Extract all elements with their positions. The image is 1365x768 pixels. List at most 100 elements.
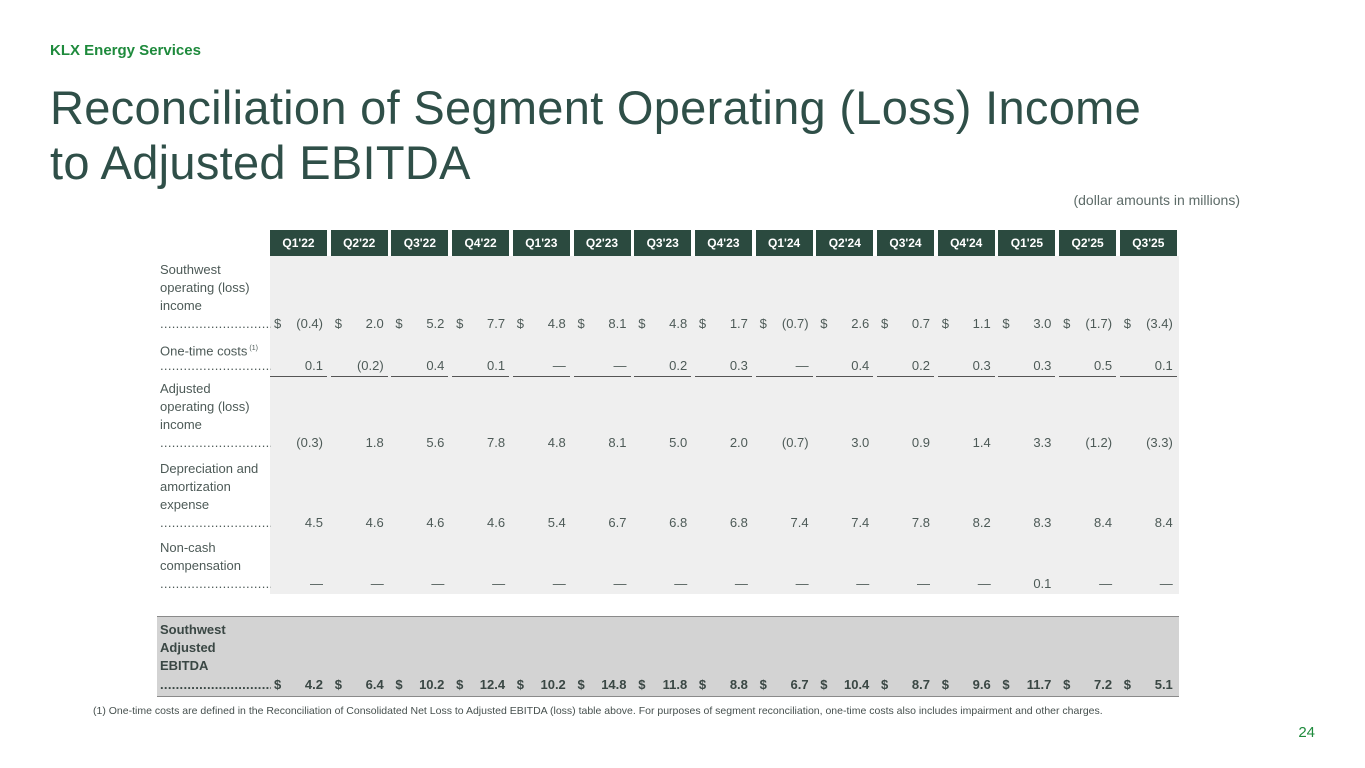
table-cell: 4.6	[426, 515, 445, 530]
dollar-sign: $	[516, 677, 525, 692]
column-header: Q2'22	[330, 230, 388, 256]
table-cell: 0.1	[304, 358, 323, 373]
dollar-sign: $	[820, 316, 828, 331]
table-cell: —	[552, 576, 566, 591]
label-line: Non-cash	[160, 540, 216, 555]
table-cell: 10.2	[540, 677, 566, 692]
table-cell: 4.8	[547, 435, 566, 450]
table-cell: 10.2	[419, 677, 445, 692]
table-cell: —	[795, 576, 809, 591]
dollar-sign: $	[941, 316, 949, 331]
table-cell: 0.3	[1033, 358, 1052, 373]
footnote-marker: (1)	[247, 345, 258, 352]
table-cell: 0.3	[972, 358, 991, 373]
table-cell: (0.7)	[781, 316, 809, 331]
title-line-1: Reconciliation of Segment Operating (Los…	[50, 81, 1142, 134]
dollar-sign: $	[274, 677, 282, 692]
table-cell: 1.8	[365, 435, 384, 450]
dollar-sign: $	[456, 677, 464, 692]
table-cell: 6.8	[729, 515, 748, 530]
title-line-2: to Adjusted EBITDA	[50, 136, 471, 189]
table-cell: 5.6	[426, 435, 445, 450]
table-cell: (0.7)	[781, 435, 809, 450]
label-line: Depreciation and	[160, 461, 259, 476]
total-row-label: Southwest Adjusted EBITDA	[160, 621, 226, 675]
table-cell: 3.3	[1033, 435, 1052, 450]
table-body-background	[270, 256, 1179, 594]
label-line: Southwest	[160, 262, 221, 277]
label-line: income	[160, 298, 202, 313]
cell-underline	[816, 376, 874, 377]
units-note: (dollar amounts in millions)	[1073, 192, 1240, 208]
table-cell: 4.5	[304, 515, 323, 530]
table-cell: —	[613, 358, 627, 373]
table-cell: 0.4	[426, 358, 445, 373]
dollar-sign: $	[820, 677, 828, 692]
table-cell: 5.1	[1154, 677, 1173, 692]
column-header: Q3'22	[391, 230, 449, 256]
table-cell: 8.4	[1154, 515, 1173, 530]
table-cell: —	[1159, 576, 1173, 591]
table-cell: 4.8	[669, 316, 688, 331]
table-cell: 2.6	[851, 316, 870, 331]
table-row-2-label: One-time costs (1)	[160, 340, 258, 360]
table-cell: 1.1	[972, 316, 991, 331]
dollar-sign: $	[1002, 316, 1010, 331]
dollar-sign: $	[698, 677, 707, 692]
table-cell: —	[917, 576, 930, 591]
table-cell: (0.3)	[296, 435, 323, 450]
column-header: Q1'25	[998, 230, 1056, 256]
dollar-sign: $	[395, 316, 403, 331]
table-cell: 7.4	[790, 515, 809, 530]
table-cell: 8.1	[608, 316, 627, 331]
cell-underline	[694, 376, 752, 377]
dollar-sign: $	[941, 677, 949, 692]
label-line: Adjusted	[160, 381, 211, 396]
table-cell: (1.7)	[1085, 316, 1113, 331]
dollar-sign: $	[881, 316, 889, 331]
cell-underline	[1059, 376, 1117, 377]
table-cell: (0.2)	[356, 358, 384, 373]
table-cell: 0.9	[911, 435, 930, 450]
column-header: Q4'24	[937, 230, 995, 256]
column-header: Q1'22	[270, 230, 327, 256]
table-cell: —	[492, 576, 506, 591]
dollar-sign: $	[638, 677, 646, 692]
table-cell: 4.6	[365, 515, 384, 530]
table-cell: 0.1	[1033, 576, 1052, 591]
dollar-sign: $	[1123, 316, 1132, 331]
table-cell: 7.8	[911, 515, 930, 530]
table-cell: —	[310, 576, 323, 591]
cell-underline	[512, 376, 570, 377]
table-cell: 5.4	[547, 515, 566, 530]
dot-leader: ........................................…	[160, 576, 271, 591]
cell-underline	[452, 376, 510, 377]
company-name: KLX Energy Services	[50, 42, 201, 59]
cell-underline	[270, 376, 327, 377]
table-cell: 7.4	[851, 515, 870, 530]
label-line: amortization	[160, 479, 231, 494]
table-cell: 0.2	[911, 358, 930, 373]
table-cell: —	[795, 358, 809, 373]
cell-underline	[755, 376, 813, 377]
page-title: Reconciliation of Segment Operating (Los…	[50, 80, 1141, 190]
table-cell: —	[1099, 576, 1113, 591]
table-cell: 2.0	[365, 316, 384, 331]
dollar-sign: $	[577, 677, 585, 692]
table-cell: (1.2)	[1085, 435, 1113, 450]
table-cell: 1.7	[729, 316, 748, 331]
column-header: Q1'23	[512, 230, 570, 256]
cell-underline	[937, 376, 995, 377]
page-number: 24	[1298, 724, 1315, 741]
table-cell: 0.5	[1094, 358, 1113, 373]
table-cell: 6.8	[669, 515, 688, 530]
table-cell: 8.7	[911, 677, 930, 692]
column-header: Q3'25	[1119, 230, 1177, 256]
table-cell: 5.2	[426, 316, 445, 331]
table-cell: 11.7	[1026, 677, 1052, 692]
table-cell: 7.2	[1094, 677, 1113, 692]
table-cell: 0.7	[911, 316, 930, 331]
table-cell: 4.8	[547, 316, 566, 331]
table-cell: 8.2	[972, 515, 991, 530]
table-cell: 9.6	[972, 677, 991, 692]
